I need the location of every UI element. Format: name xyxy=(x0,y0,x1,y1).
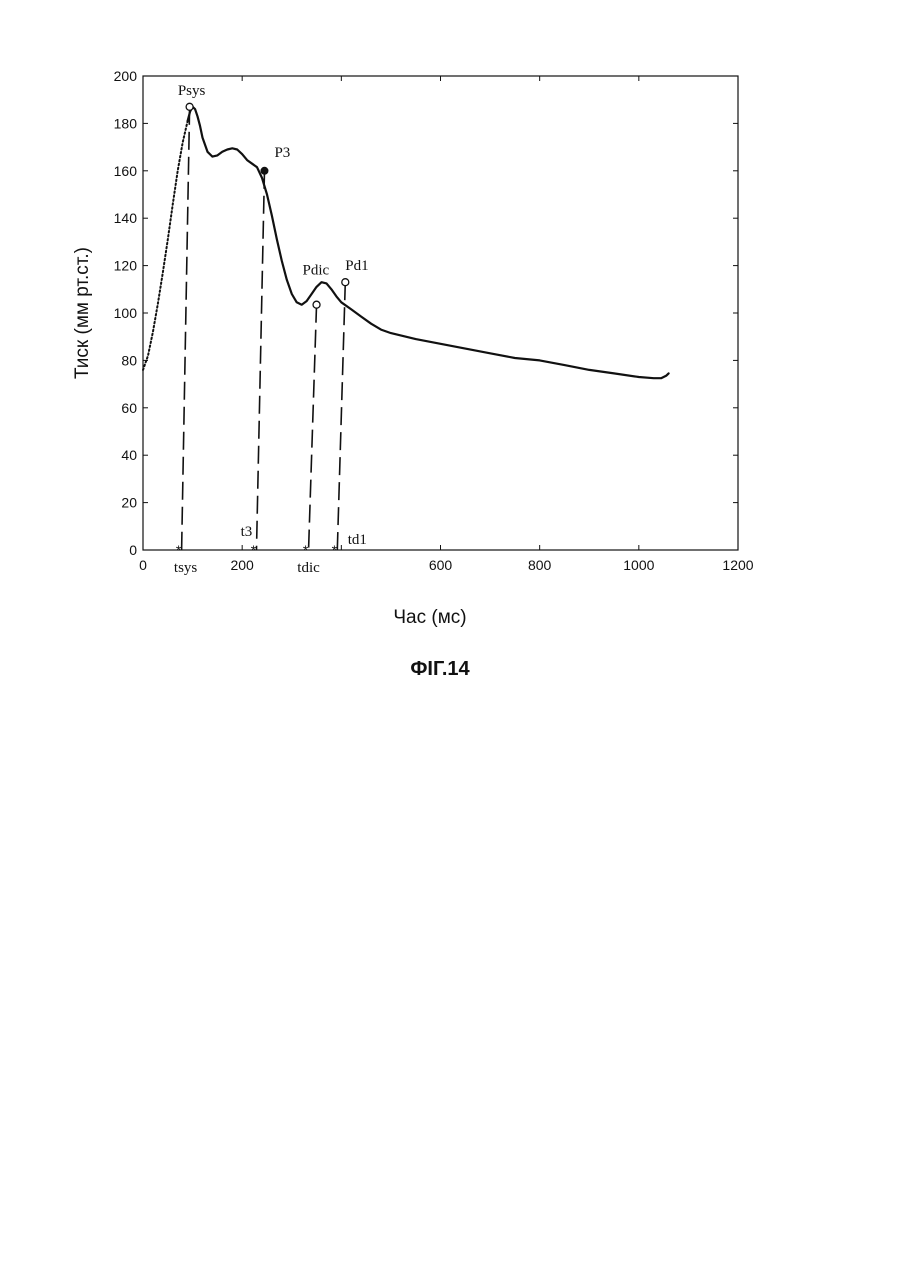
point-label: Pdic xyxy=(303,263,330,279)
x-tick-label: 0 xyxy=(139,557,147,573)
x-tick-label: 1000 xyxy=(623,557,654,573)
point-marker xyxy=(261,167,268,174)
x-axis-label: Час (мс) xyxy=(393,607,466,628)
y-tick-label: 180 xyxy=(114,115,138,131)
y-tick-label: 20 xyxy=(121,495,137,511)
time-label: t3 xyxy=(241,524,253,540)
figure-caption: ФІГ.14 xyxy=(410,658,470,680)
y-tick-label: 200 xyxy=(114,68,138,84)
axis-ticks: 0 20 40 60 80 100 120 140 160 180 200 0 200 600 800 100… xyxy=(114,68,754,573)
y-tick-label: 0 xyxy=(129,542,137,558)
pressure-waveform-chart: 0 20 40 60 80 100 120 140 160 180 200 0 200 600 800 100… xyxy=(0,0,900,720)
x-star-marker: * xyxy=(251,542,257,558)
time-label: tdic xyxy=(297,560,320,576)
point-marker xyxy=(186,103,193,110)
drop-line xyxy=(337,282,345,550)
y-tick-label: 80 xyxy=(121,352,137,368)
x-star-marker: * xyxy=(176,542,182,558)
series-line-solid xyxy=(188,107,669,378)
time-label: tsys xyxy=(174,560,198,576)
y-tick-label: 160 xyxy=(114,163,138,179)
y-tick-label: 100 xyxy=(114,305,138,321)
x-tick-label: 200 xyxy=(230,557,254,573)
y-tick-label: 140 xyxy=(114,210,138,226)
point-label: Psys xyxy=(178,83,206,99)
drop-line xyxy=(182,107,190,550)
series-lines xyxy=(143,107,669,378)
y-tick-label: 60 xyxy=(121,400,137,416)
plot-frame xyxy=(143,76,738,550)
x-tick-label: 800 xyxy=(528,557,552,573)
point-markers: Psys tsys P3 t3 Pdic tdic Pd1 td1 xyxy=(174,83,369,576)
point-label: P3 xyxy=(274,145,290,161)
x-tick-label: 1200 xyxy=(722,557,753,573)
series-line-dotted xyxy=(143,121,188,370)
x-star-marker: * xyxy=(303,542,309,558)
x-star-marker: * xyxy=(332,542,338,558)
time-label: td1 xyxy=(348,532,367,548)
y-tick-label: 40 xyxy=(121,447,137,463)
point-label: Pd1 xyxy=(345,258,368,274)
axes-frame xyxy=(143,76,738,550)
drop-line xyxy=(309,305,317,550)
x-tick-label: 600 xyxy=(429,557,453,573)
drop-line xyxy=(256,171,264,550)
point-marker xyxy=(342,279,349,286)
y-axis-label: Тиск (мм рт.ст.) xyxy=(72,247,93,379)
y-tick-label: 120 xyxy=(114,258,138,274)
point-marker xyxy=(313,301,320,308)
